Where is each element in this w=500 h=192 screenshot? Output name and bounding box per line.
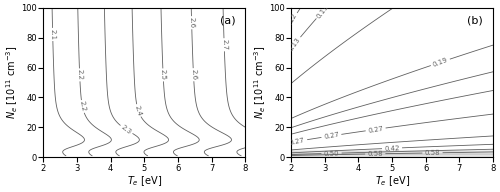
Text: 2.5: 2.5: [160, 69, 166, 80]
X-axis label: $T_e$ [eV]: $T_e$ [eV]: [374, 174, 410, 188]
Text: 0.12: 0.12: [286, 12, 298, 29]
Text: 0.58: 0.58: [368, 151, 383, 157]
Text: 0.42: 0.42: [384, 145, 400, 152]
Text: (b): (b): [468, 15, 483, 25]
Y-axis label: $N_e$ [10$^{11}$ cm$^{-3}$]: $N_e$ [10$^{11}$ cm$^{-3}$]: [252, 46, 268, 119]
Text: 0.13: 0.13: [288, 36, 302, 52]
Text: 2.4: 2.4: [134, 104, 142, 117]
Text: 0.58: 0.58: [424, 150, 440, 156]
Text: 0.50: 0.50: [324, 150, 340, 157]
Text: 2.1: 2.1: [50, 29, 56, 40]
Text: 0.19: 0.19: [432, 57, 449, 68]
Text: 2.6: 2.6: [188, 17, 195, 28]
Text: 2.2: 2.2: [78, 101, 86, 113]
Text: (a): (a): [220, 15, 235, 25]
Text: 2.2: 2.2: [76, 69, 83, 80]
Text: 0.27: 0.27: [323, 132, 340, 140]
Text: 0.27: 0.27: [368, 125, 384, 134]
Y-axis label: $N_e$ [10$^{11}$ cm$^{-3}$]: $N_e$ [10$^{11}$ cm$^{-3}$]: [4, 46, 20, 119]
Text: 0.27: 0.27: [289, 137, 306, 146]
Text: 2.7: 2.7: [221, 39, 228, 50]
Text: 0.13: 0.13: [316, 3, 330, 19]
X-axis label: $T_e$ [eV]: $T_e$ [eV]: [126, 174, 162, 188]
Text: 2.3: 2.3: [120, 124, 132, 135]
Text: 2.6: 2.6: [190, 69, 196, 80]
